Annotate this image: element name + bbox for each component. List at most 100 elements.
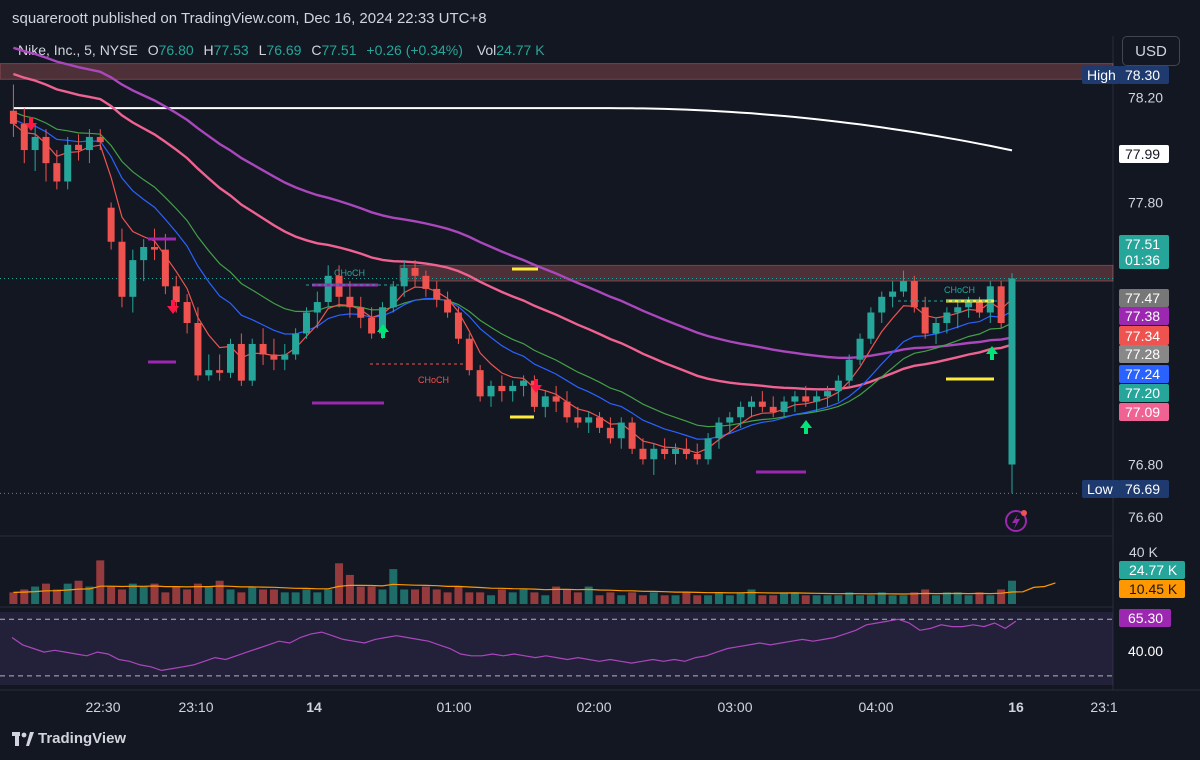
candle — [172, 286, 180, 303]
buy-arrow-icon — [377, 324, 389, 338]
tag-box — [1082, 66, 1120, 84]
candle — [422, 275, 430, 289]
candle — [259, 343, 267, 355]
candle — [661, 448, 669, 455]
volume-bar — [421, 586, 430, 604]
tag-box — [1082, 480, 1120, 498]
volume-bar — [172, 586, 181, 604]
volume-bar — [899, 595, 908, 604]
candles-group — [9, 84, 1016, 494]
open-value: 76.80 — [158, 42, 194, 58]
candle — [31, 136, 39, 151]
volume-bar — [356, 586, 365, 604]
candle — [216, 370, 224, 373]
volume-bar — [378, 589, 387, 604]
candle — [748, 401, 756, 407]
currency-button[interactable]: USD — [1122, 36, 1180, 66]
volume-bar — [497, 589, 506, 604]
choch-label: CHoCH — [418, 375, 449, 385]
volume-bar — [790, 592, 799, 604]
volume-tag-value: 40 K — [1129, 544, 1158, 560]
candle — [75, 144, 83, 151]
volume-bar — [411, 589, 420, 604]
choch-label: CHoCH — [334, 268, 365, 278]
close-label: C — [311, 42, 322, 58]
volume-bar — [20, 589, 29, 604]
volume-bar — [313, 592, 322, 604]
price-tag-value: 78.30 — [1125, 67, 1160, 83]
candle — [96, 136, 104, 143]
high-label: H — [203, 42, 214, 58]
price-tag — [1119, 145, 1169, 163]
volume-bar — [986, 595, 995, 604]
rsi-band — [0, 612, 1113, 685]
volume-bar — [107, 586, 116, 604]
candle — [183, 302, 191, 323]
rsi-tag-value: 40.00 — [1128, 643, 1163, 659]
tradingview-footer[interactable]: TradingView — [12, 730, 126, 747]
volume-bar — [248, 586, 257, 604]
volume-bar — [953, 592, 962, 604]
candle — [715, 422, 723, 439]
volume-bar — [888, 595, 897, 604]
top-bar: squareroott published on TradingView.com… — [0, 0, 1200, 36]
volume-bar — [291, 592, 300, 604]
candle — [606, 427, 614, 439]
time-tick-label: 22:30 — [85, 699, 120, 715]
candle — [574, 417, 582, 423]
volume-bar — [921, 589, 930, 604]
volume-bar — [769, 595, 778, 604]
price-tag — [1119, 327, 1169, 345]
price-tag — [1119, 289, 1169, 307]
time-tick-label: 16 — [1008, 699, 1024, 715]
candle — [986, 286, 994, 313]
sell-arrow-icon — [530, 379, 542, 393]
price-tick-label: 78.20 — [1128, 90, 1163, 106]
candle — [737, 406, 745, 418]
volume-bar — [573, 592, 582, 604]
volume-bar — [9, 592, 18, 604]
candle — [520, 380, 528, 386]
volume-bar — [834, 595, 843, 604]
candle — [270, 354, 278, 360]
candle — [9, 110, 17, 124]
volume-bar — [389, 569, 398, 604]
volume-bar — [877, 592, 886, 604]
change-value: +0.26 (+0.34%) — [366, 42, 463, 58]
volume-bar — [465, 592, 474, 604]
alert-bolt — [1012, 514, 1020, 529]
volume-bar — [714, 592, 723, 604]
volume-bar — [400, 589, 409, 604]
candle — [411, 267, 419, 276]
volume-bar — [910, 592, 919, 604]
volume-bar — [139, 586, 148, 604]
candle — [237, 343, 245, 381]
candle — [389, 286, 397, 308]
time-tick-label: 23:10 — [178, 699, 213, 715]
candle — [42, 136, 50, 164]
candle — [943, 312, 951, 323]
volume-bar — [215, 580, 224, 604]
annotation-group: CHoCH CHoCH CHoCH — [25, 117, 1002, 474]
volume-bar — [856, 595, 865, 604]
candle — [368, 317, 376, 334]
sell-arrow-icon — [25, 117, 37, 131]
symbol-name[interactable]: Nike, Inc., 5, NYSE — [18, 42, 138, 58]
candle — [129, 260, 137, 297]
candle — [313, 302, 321, 313]
volume-bar — [758, 595, 767, 604]
candle — [530, 380, 538, 407]
rsi-tag-value: 65.30 — [1128, 610, 1163, 626]
ema-pink-line — [13, 72, 1013, 391]
price-tag-value: 77.38 — [1125, 308, 1160, 324]
candle — [780, 401, 788, 413]
volume-bar — [747, 589, 756, 604]
volume-bar — [432, 589, 441, 604]
price-tag — [1119, 235, 1169, 269]
price-tag-value: 77.28 — [1125, 346, 1160, 362]
candle — [378, 307, 386, 334]
price-tag-value: 77.47 — [1125, 290, 1160, 306]
candle — [867, 312, 875, 339]
candle — [823, 391, 831, 397]
